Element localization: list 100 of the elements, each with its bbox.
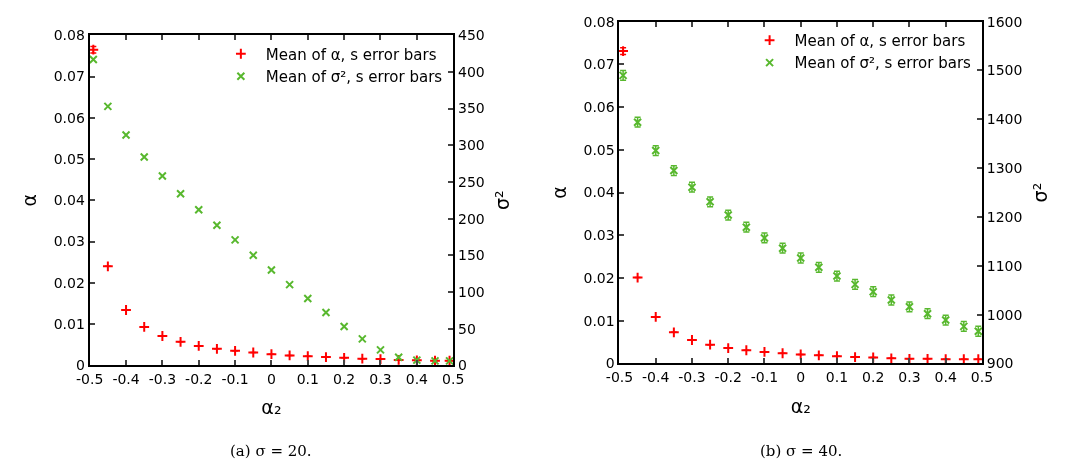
y-tick-label: 0.02 xyxy=(583,269,615,286)
x-axis-title: α₂ xyxy=(261,396,282,419)
y-tick-label: 0.01 xyxy=(583,312,615,329)
x-tick-label: -0.5 xyxy=(76,371,104,388)
x-tick-label: -0.3 xyxy=(678,369,706,386)
point xyxy=(101,260,114,273)
x-tick-label: 0.2 xyxy=(862,369,885,386)
legend-label: Mean of α, s error bars xyxy=(265,45,437,64)
y2-tick-label: 1200 xyxy=(986,208,1023,225)
y-axis-title: α xyxy=(547,186,570,199)
point xyxy=(212,220,222,230)
point xyxy=(192,340,205,352)
point xyxy=(321,307,331,317)
point xyxy=(776,347,789,360)
x-tick-label: -0.1 xyxy=(221,371,249,388)
y-tick-label: 0.05 xyxy=(53,150,85,167)
x-tick-label: 0.3 xyxy=(369,371,392,388)
point xyxy=(375,345,385,355)
y2-axis-title: σ² xyxy=(491,190,514,211)
x-tick-label: 0.2 xyxy=(333,371,356,388)
x-tick-label: -0.2 xyxy=(714,369,742,386)
point xyxy=(157,171,167,181)
y2-tick-label: 0 xyxy=(457,357,467,374)
y2-tick-label: 450 xyxy=(457,27,485,44)
point xyxy=(176,189,186,199)
point xyxy=(794,348,807,361)
legend-label: Mean of σ², s error bars xyxy=(794,54,972,73)
x-tick-label: 0 xyxy=(266,371,276,388)
point xyxy=(356,352,369,365)
point xyxy=(121,130,131,140)
y-tick-label: 0.02 xyxy=(53,274,85,291)
y-tick-label: 0.08 xyxy=(53,27,85,44)
point xyxy=(266,265,276,275)
y-tick-label: 0.03 xyxy=(53,233,85,250)
y2-tick-label: 1100 xyxy=(986,257,1023,274)
point xyxy=(103,101,113,111)
x-tick-label: 0 xyxy=(796,369,806,386)
point xyxy=(357,334,367,344)
point xyxy=(812,349,825,362)
y2-tick-label: 1600 xyxy=(986,13,1023,30)
x-tick-label: -0.4 xyxy=(642,369,670,386)
y-axis-title: α xyxy=(18,194,41,207)
y-tick-label: 0.07 xyxy=(53,68,85,85)
point xyxy=(758,346,771,358)
x-tick-label: 0.4 xyxy=(405,371,429,388)
x-tick-label: 0.4 xyxy=(934,369,957,386)
point xyxy=(230,235,240,245)
point xyxy=(704,338,716,351)
point xyxy=(667,326,680,339)
point xyxy=(339,321,349,331)
y2-tick-label: 350 xyxy=(457,100,485,117)
y-tick-label: 0.06 xyxy=(583,98,615,115)
text: (a) σ = 20. xyxy=(230,442,312,460)
point xyxy=(686,334,698,346)
y-tick-label: 0.03 xyxy=(583,227,615,244)
y2-tick-label: 900 xyxy=(986,355,1014,372)
text: (b) σ = 40. xyxy=(760,442,843,460)
point xyxy=(248,250,258,260)
point xyxy=(285,280,295,290)
y2-tick-label: 150 xyxy=(457,247,485,264)
y-tick-label: 0.04 xyxy=(53,192,85,209)
y2-tick-label: 100 xyxy=(457,283,485,300)
point xyxy=(722,342,735,354)
y2-tick-label: 250 xyxy=(457,173,485,190)
point xyxy=(247,346,260,359)
point xyxy=(283,349,296,362)
point xyxy=(649,311,662,323)
y-tick-label: 0.07 xyxy=(583,56,615,73)
x-tick-label: 0.5 xyxy=(970,369,994,386)
y-tick-label: 0.06 xyxy=(53,109,85,126)
y-tick-label: 0.04 xyxy=(583,184,615,201)
y2-tick-label: 1500 xyxy=(986,62,1023,79)
x-tick-label: -0.3 xyxy=(148,371,177,388)
point xyxy=(849,351,861,363)
y-tick-label: 0.05 xyxy=(583,141,615,158)
x-tick-label: 0.1 xyxy=(825,369,849,386)
point xyxy=(740,344,753,357)
x-tick-label: -0.4 xyxy=(112,371,140,388)
point xyxy=(120,304,132,316)
point xyxy=(156,330,169,342)
y-tick-label: 0 xyxy=(75,357,85,374)
x-tick-label: -0.5 xyxy=(605,369,634,386)
x-tick-label: 0.3 xyxy=(898,369,921,386)
x-tick-label: 0.5 xyxy=(442,371,465,388)
y2-tick-label: 1400 xyxy=(986,111,1023,128)
x-tick-label: -0.2 xyxy=(185,371,213,388)
y2-tick-label: 200 xyxy=(457,210,485,227)
y2-axis-title: σ² xyxy=(1028,182,1051,203)
y2-tick-label: 50 xyxy=(457,320,476,337)
x-tick-label: -0.1 xyxy=(750,369,779,386)
y-tick-label: 0.08 xyxy=(583,13,615,30)
legend-label: Mean of α, s error bars xyxy=(794,31,966,50)
point xyxy=(320,351,332,363)
point xyxy=(392,354,405,366)
y2-tick-label: 400 xyxy=(457,63,485,80)
y-tick-label: 0 xyxy=(605,355,615,372)
point xyxy=(303,294,313,304)
y2-tick-label: 1000 xyxy=(986,306,1023,323)
point xyxy=(394,352,404,362)
point xyxy=(631,271,644,284)
